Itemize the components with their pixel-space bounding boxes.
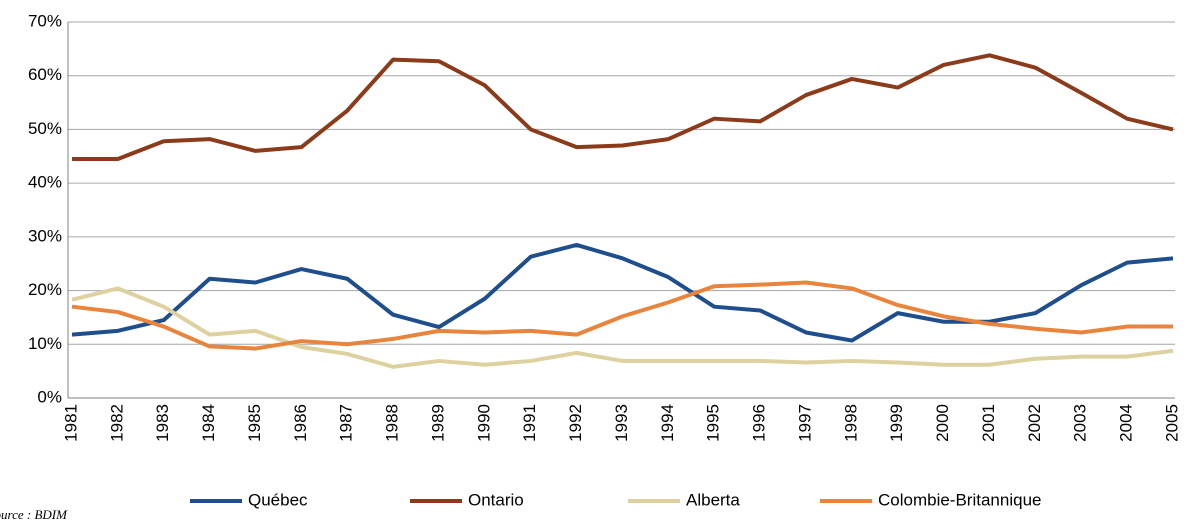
x-tick-label: 1997 — [795, 404, 814, 442]
series-line — [71, 280, 1173, 351]
legend-label: Alberta — [686, 490, 740, 509]
legend-label: Ontario — [468, 490, 524, 509]
x-tick-label: 1981 — [61, 404, 80, 442]
y-tick-label: 70% — [28, 11, 62, 30]
x-tick-label: 2002 — [1025, 404, 1044, 442]
y-tick-label: 0% — [37, 387, 62, 406]
legend-label: Québec — [248, 490, 308, 509]
x-tick-label: 1991 — [520, 404, 539, 442]
x-tick-label: 1994 — [658, 404, 677, 442]
x-tick-label: 1993 — [612, 404, 631, 442]
x-tick-label: 1995 — [704, 404, 723, 442]
x-tick-label: 1984 — [199, 404, 218, 442]
y-tick-label: 20% — [28, 280, 62, 299]
x-tick-label: 1992 — [566, 404, 585, 442]
x-tick-label: 2005 — [1162, 404, 1181, 442]
x-tick-label: 1999 — [887, 404, 906, 442]
x-tick-label: 1988 — [383, 404, 402, 442]
legend-label: Colombie-Britannique — [878, 490, 1041, 509]
x-tick-label: 1982 — [107, 404, 126, 442]
x-tick-label: 2000 — [933, 404, 952, 442]
y-tick-label: 50% — [28, 119, 62, 138]
y-tick-label: 40% — [28, 173, 62, 192]
x-tick-label: 2001 — [979, 404, 998, 442]
x-tick-label: 1985 — [245, 404, 264, 442]
x-tick-label: 1996 — [750, 404, 769, 442]
series-line — [72, 53, 1174, 161]
y-tick-label: 60% — [28, 65, 62, 84]
x-tick-label: 2003 — [1071, 404, 1090, 442]
x-tick-label: 1989 — [428, 404, 447, 442]
x-tick-label: 1998 — [841, 404, 860, 442]
x-tick-label: 1990 — [474, 404, 493, 442]
series-line — [71, 286, 1174, 369]
x-tick-label: 1987 — [337, 404, 356, 442]
series-line — [71, 242, 1174, 343]
x-tick-label: 1983 — [153, 404, 172, 442]
y-tick-label: 30% — [28, 226, 62, 245]
x-tick-label: 1986 — [291, 404, 310, 442]
source-note: Source : BDIM — [0, 507, 68, 522]
x-tick-label: 2004 — [1117, 404, 1136, 442]
y-tick-label: 10% — [28, 334, 62, 353]
